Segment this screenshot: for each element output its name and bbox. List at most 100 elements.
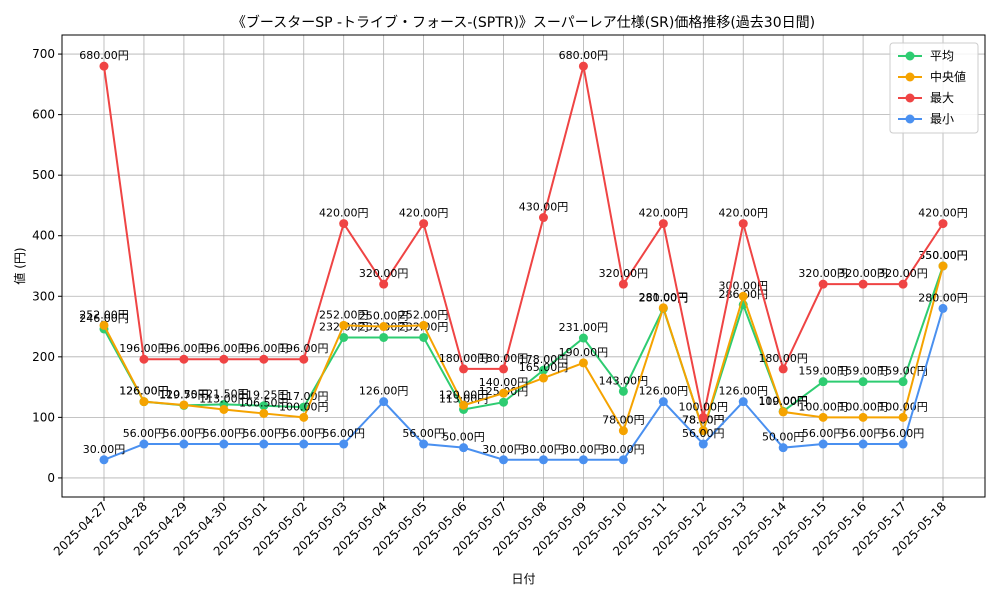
- data-point: [818, 439, 828, 449]
- legend-label: 最大: [930, 91, 954, 105]
- data-label: 180.00円: [439, 352, 489, 365]
- data-point: [778, 407, 788, 417]
- data-label: 252.00円: [319, 308, 369, 321]
- data-point: [459, 443, 469, 453]
- y-tick-label: 300: [32, 289, 55, 303]
- data-point: [339, 332, 349, 342]
- data-point: [419, 219, 429, 229]
- data-point: [379, 332, 389, 342]
- data-label: 420.00円: [639, 207, 689, 220]
- data-label: 78.00円: [602, 414, 645, 427]
- data-point: [299, 439, 309, 449]
- data-label: 680.00円: [559, 49, 609, 62]
- legend-label: 中央値: [930, 69, 966, 84]
- data-point: [219, 439, 229, 449]
- data-label: 56.00円: [283, 427, 326, 440]
- data-point: [858, 412, 868, 422]
- data-point: [618, 426, 628, 436]
- data-label: 56.00円: [163, 427, 206, 440]
- data-point: [698, 439, 708, 449]
- data-label: 56.00円: [682, 427, 725, 440]
- data-label: 165.00円: [519, 361, 569, 374]
- data-point: [379, 397, 389, 407]
- data-label: 280.00円: [918, 291, 968, 304]
- data-point: [259, 439, 269, 449]
- y-tick-label: 700: [32, 47, 55, 61]
- data-point: [738, 219, 748, 229]
- data-point: [419, 439, 429, 449]
- data-label: 420.00円: [918, 207, 968, 220]
- data-point: [139, 354, 149, 364]
- data-label: 56.00円: [203, 427, 246, 440]
- plot-frame: [61, 34, 986, 498]
- data-label: 320.00円: [359, 267, 409, 280]
- data-label: 250.00円: [359, 310, 409, 323]
- data-point: [538, 365, 548, 375]
- data-label: 143.00円: [599, 374, 649, 387]
- data-point: [179, 400, 189, 410]
- data-label: 190.00円: [559, 346, 609, 359]
- data-label: 30.00円: [562, 443, 605, 456]
- data-label: 180.00円: [758, 352, 808, 365]
- data-label: 126.00円: [639, 385, 689, 398]
- data-point: [459, 400, 469, 410]
- data-label: 106.50円: [239, 396, 289, 409]
- data-label: 117.00円: [279, 390, 329, 403]
- data-label: 56.00円: [882, 427, 925, 440]
- data-point: [898, 279, 908, 289]
- data-point: [898, 377, 908, 387]
- data-label: 350.00円: [918, 249, 968, 262]
- data-point: [778, 443, 788, 453]
- data-point: [299, 402, 309, 412]
- series-line-1: [103, 265, 944, 435]
- data-point: [618, 386, 628, 396]
- data-label: 180.00円: [479, 352, 529, 365]
- data-point: [259, 354, 269, 364]
- data-point: [538, 373, 548, 383]
- data-label: 178.00円: [519, 353, 569, 366]
- data-point: [419, 320, 429, 330]
- y-tick-label: 100: [32, 410, 55, 424]
- y-tick-label: 500: [32, 168, 55, 182]
- data-label: 281.00円: [639, 291, 689, 304]
- data-point: [99, 320, 109, 330]
- y-tick-label: 400: [32, 229, 55, 243]
- data-point: [339, 320, 349, 330]
- data-point: [299, 354, 309, 364]
- data-point: [658, 303, 668, 313]
- y-tick-label: 600: [32, 108, 55, 122]
- data-label: 280.00円: [639, 291, 689, 304]
- data-label: 109.00円: [758, 395, 808, 408]
- data-point: [858, 439, 868, 449]
- y-tick-label: 200: [32, 350, 55, 364]
- data-point: [658, 219, 668, 229]
- data-label: 320.00円: [599, 267, 649, 280]
- data-point: [219, 354, 229, 364]
- data-point: [379, 279, 389, 289]
- data-label: 140.00円: [479, 376, 529, 389]
- legend-marker: [905, 72, 915, 82]
- data-label: 126.00円: [359, 385, 409, 398]
- data-point: [499, 388, 509, 398]
- data-label: 100.00円: [798, 400, 848, 413]
- data-label: 126.00円: [718, 385, 768, 398]
- data-point: [938, 219, 948, 229]
- data-label: 56.00円: [322, 427, 365, 440]
- data-label: 126.00円: [119, 385, 169, 398]
- data-label: 100.00円: [838, 400, 888, 413]
- data-label: 110.00円: [758, 394, 808, 407]
- chart-title: 《ブースターSP -トライブ・フォース-(SPTR)》スーパーレア仕様(SR)価…: [232, 14, 815, 31]
- data-label: 56.00円: [802, 427, 845, 440]
- series-line-2: [103, 65, 944, 418]
- data-label: 420.00円: [399, 207, 449, 220]
- data-point: [818, 279, 828, 289]
- data-label: 320.00円: [838, 267, 888, 280]
- legend-marker: [905, 114, 915, 124]
- data-label: 56.00円: [402, 427, 445, 440]
- data-point: [698, 426, 708, 436]
- data-label: 159.00円: [798, 365, 848, 378]
- data-label: 196.00円: [279, 342, 329, 355]
- data-point: [459, 364, 469, 374]
- data-point: [738, 397, 748, 407]
